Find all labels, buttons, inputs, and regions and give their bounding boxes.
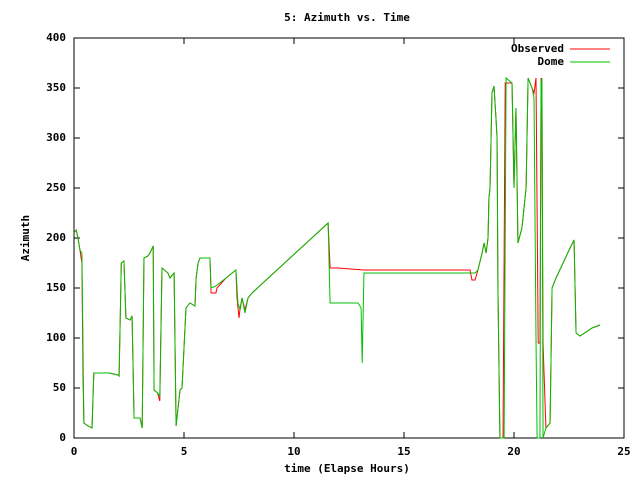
y-tick-label: 150 (46, 281, 66, 294)
data-line (73, 76, 601, 439)
x-axis-label: time (Elapse Hours) (284, 462, 410, 475)
x-tick-label: 15 (397, 445, 410, 458)
legend-label: Dome (538, 55, 565, 68)
x-tick-label: 10 (287, 445, 300, 458)
y-tick-label: 50 (53, 381, 66, 394)
y-tick-label: 250 (46, 181, 66, 194)
x-tick-label: 5 (181, 445, 188, 458)
y-tick-label: 400 (46, 31, 66, 44)
x-tick-label: 20 (507, 445, 520, 458)
x-tick-label: 25 (617, 445, 630, 458)
y-tick-label: 0 (59, 431, 66, 444)
y-tick-label: 300 (46, 131, 66, 144)
legend-label: Observed (511, 42, 564, 55)
y-tick-label: 100 (46, 331, 66, 344)
y-tick-label: 350 (46, 81, 66, 94)
y-axis-label: Azimuth (19, 215, 32, 261)
chart-title: 5: Azimuth vs. Time (284, 11, 410, 24)
x-tick-label: 0 (71, 445, 78, 458)
y-tick-label: 200 (46, 231, 66, 244)
